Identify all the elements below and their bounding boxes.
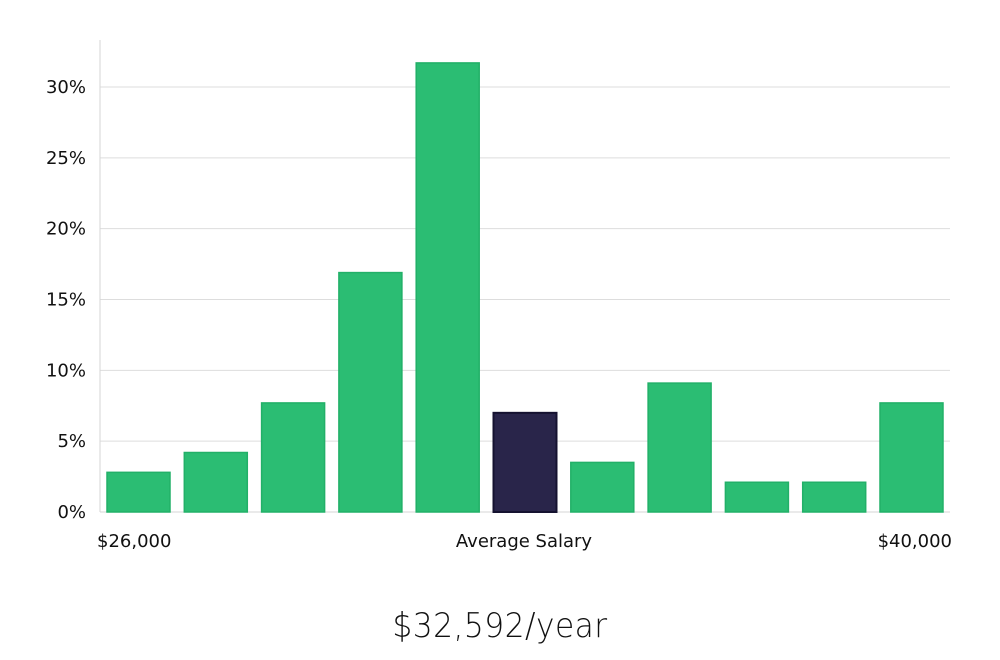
- bar: [570, 461, 635, 513]
- bar: [647, 382, 712, 513]
- salary-distribution-chart: 0% 5% 10% 15% 20% 25% 30% $26,000 Average Sala…: [46, 40, 952, 552]
- x-label-center: Average Salary: [456, 531, 593, 552]
- y-tick-label: 5%: [57, 431, 86, 452]
- y-tick-label: 20%: [46, 219, 86, 240]
- bar: [260, 402, 326, 513]
- y-tick-label: 10%: [46, 360, 86, 381]
- bar: [106, 471, 171, 513]
- bar: [183, 451, 249, 513]
- x-label-min: $26,000: [97, 531, 171, 552]
- x-label-max: $40,000: [878, 531, 952, 552]
- x-axis-labels: $26,000 Average Salary $40,000: [97, 531, 952, 552]
- bars: [106, 62, 944, 514]
- y-tick-labels: 0% 5% 10% 15% 20% 25% 30%: [46, 77, 86, 523]
- y-tick-label: 25%: [46, 148, 86, 169]
- bar: [724, 481, 790, 513]
- grid-lines: [100, 86, 950, 442]
- bar-average-salary: [492, 411, 558, 514]
- bar: [879, 402, 944, 513]
- average-salary-value: $32,592/year: [392, 606, 608, 646]
- bar: [415, 62, 480, 513]
- y-tick-label: 30%: [46, 77, 86, 98]
- bar: [801, 481, 867, 513]
- y-tick-label: 15%: [46, 290, 86, 311]
- bar: [338, 271, 403, 513]
- y-tick-label: 0%: [57, 502, 86, 523]
